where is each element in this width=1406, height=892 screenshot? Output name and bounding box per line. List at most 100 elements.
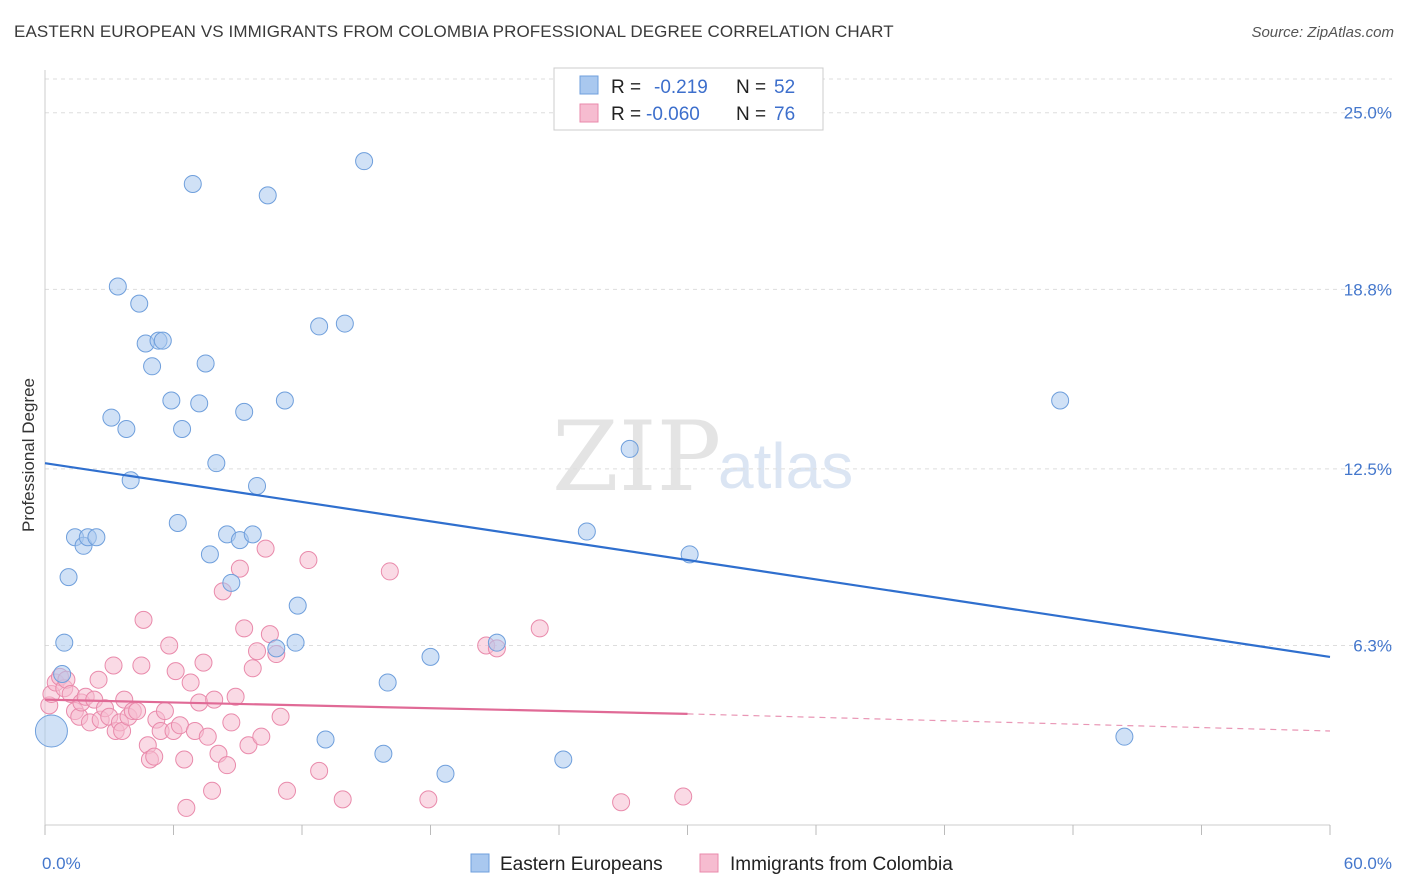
point-eastern-europeans-2 [55, 633, 74, 652]
legend-n-label-pink: N = [736, 104, 766, 125]
y-axis-label: Professional Degree [19, 378, 38, 532]
point-eastern-europeans-29 [243, 525, 262, 544]
trend-line-eastern-europeans [44, 462, 1331, 658]
point-eastern-europeans-47 [620, 439, 639, 458]
point-colombia-51 [230, 559, 249, 578]
point-eastern-europeans-48 [680, 545, 699, 564]
point-colombia-43 [198, 727, 217, 746]
point-eastern-europeans-42 [421, 647, 440, 666]
point-colombia-24 [128, 702, 147, 721]
trend-lines [44, 462, 1331, 732]
point-colombia-17 [104, 656, 123, 675]
point-eastern-europeans-24 [207, 454, 226, 473]
point-colombia-60 [271, 707, 290, 726]
point-colombia-65 [380, 562, 399, 581]
point-colombia-36 [170, 716, 189, 735]
point-eastern-europeans-49 [1051, 391, 1070, 410]
bottom-legend-swatch-pink [699, 853, 719, 873]
point-colombia-71 [674, 787, 693, 806]
point-eastern-europeans-43 [436, 764, 455, 783]
point-eastern-europeans-16 [153, 331, 172, 350]
point-eastern-europeans-34 [286, 633, 305, 652]
point-eastern-europeans-7 [87, 528, 106, 547]
point-eastern-europeans-50 [1115, 727, 1134, 746]
grid-lines [45, 78, 1392, 647]
point-colombia-35 [166, 662, 185, 681]
trend-line-colombia-solid [44, 698, 688, 715]
point-colombia-48 [218, 756, 237, 775]
point-eastern-europeans-30 [248, 476, 267, 495]
point-colombia-61 [278, 781, 297, 800]
point-eastern-europeans-28 [235, 402, 254, 421]
point-eastern-europeans-19 [173, 419, 192, 438]
legend-n-value-blue: 52 [774, 77, 795, 98]
chart-title: EASTERN EUROPEAN VS IMMIGRANTS FROM COLO… [14, 22, 894, 41]
point-colombia-25 [132, 656, 151, 675]
point-colombia-37 [175, 750, 194, 769]
legend-n-value-pink: 76 [774, 104, 795, 125]
point-eastern-europeans-37 [316, 730, 335, 749]
point-colombia-32 [155, 702, 174, 721]
x-tick-label-1: 60.0% [1344, 854, 1392, 873]
point-colombia-69 [530, 619, 549, 638]
point-colombia-57 [256, 539, 275, 558]
series-eastern-europeans-points [34, 152, 1134, 783]
point-eastern-europeans-20 [183, 174, 202, 193]
trend-line-colombia-dashed [687, 713, 1331, 732]
point-eastern-europeans-0 [34, 714, 68, 748]
legend-swatch-pink [579, 103, 599, 123]
point-eastern-europeans-9 [108, 277, 127, 296]
point-colombia-53 [239, 736, 258, 755]
point-eastern-europeans-3 [59, 568, 78, 587]
point-eastern-europeans-35 [288, 596, 307, 615]
point-colombia-39 [181, 673, 200, 692]
point-eastern-europeans-8 [102, 408, 121, 427]
point-eastern-europeans-45 [554, 750, 573, 769]
legend-r-value-blue: -0.219 [654, 77, 708, 98]
point-eastern-europeans-26 [222, 573, 241, 592]
point-eastern-europeans-40 [374, 744, 393, 763]
point-eastern-europeans-44 [487, 633, 506, 652]
y-tick-label-3: 25.0% [1344, 104, 1392, 123]
point-eastern-europeans-21 [190, 394, 209, 413]
point-colombia-54 [243, 659, 262, 678]
point-eastern-europeans-41 [378, 673, 397, 692]
point-colombia-42 [194, 653, 213, 672]
chart-source: Source: ZipAtlas.com [1251, 24, 1394, 41]
point-eastern-europeans-12 [130, 294, 149, 313]
point-colombia-56 [252, 727, 271, 746]
bottom-legend-label-blue: Eastern Europeans [500, 854, 663, 875]
legend-box [553, 67, 824, 131]
point-eastern-europeans-18 [168, 514, 187, 532]
y-tick-label-1: 12.5% [1344, 460, 1392, 479]
point-colombia-63 [310, 761, 329, 780]
point-eastern-europeans-10 [117, 419, 136, 438]
legend-r-label-blue: R = [611, 77, 641, 98]
point-colombia-52 [235, 619, 254, 638]
legend-r-value-pink: -0.060 [646, 104, 700, 125]
point-colombia-62 [299, 551, 318, 570]
bottom-legend-swatch-blue [470, 853, 490, 873]
point-colombia-49 [222, 713, 241, 732]
point-colombia-29 [145, 747, 164, 766]
point-colombia-45 [205, 690, 224, 709]
point-eastern-europeans-46 [577, 522, 596, 541]
point-eastern-europeans-39 [355, 152, 374, 171]
point-eastern-europeans-33 [275, 391, 294, 410]
point-eastern-europeans-32 [267, 639, 286, 658]
y-tick-label-0: 6.3% [1353, 637, 1392, 656]
point-eastern-europeans-22 [196, 354, 215, 373]
legend-swatch-blue [579, 75, 599, 95]
watermark-zip: ZIP [552, 401, 721, 513]
point-eastern-europeans-23 [200, 545, 219, 564]
point-eastern-europeans-31 [258, 186, 277, 205]
point-eastern-europeans-17 [162, 391, 181, 410]
watermark-atlas: atlas [718, 430, 853, 502]
legend-n-label-blue: N = [736, 77, 766, 98]
point-colombia-33 [160, 636, 179, 655]
point-colombia-55 [248, 642, 267, 661]
point-colombia-13 [89, 670, 108, 689]
point-colombia-64 [333, 790, 352, 809]
point-colombia-26 [134, 610, 153, 629]
